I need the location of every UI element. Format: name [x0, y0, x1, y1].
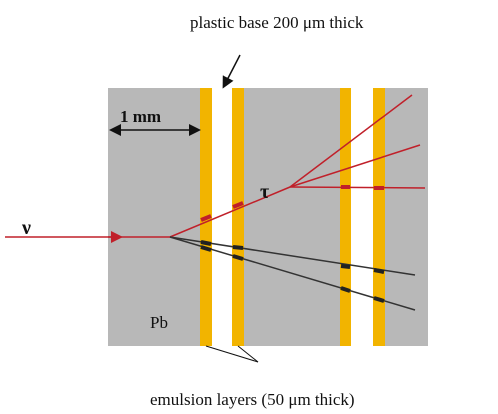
tau-label: τ: [260, 181, 269, 203]
neutrino-label: ν: [21, 217, 31, 239]
emulsion-pointer: [237, 345, 259, 363]
scale-label: 1 mm: [120, 107, 161, 126]
emulsion-label: emulsion layers (50 μm thick): [150, 390, 355, 409]
material-label: Pb: [150, 313, 168, 332]
emulsion-pointer: [205, 345, 259, 363]
plastic-arrow: [222, 54, 241, 89]
emulsion-strips: [200, 88, 385, 346]
hits: [200, 185, 385, 303]
plastic-label: plastic base 200 μm thick: [190, 13, 364, 32]
